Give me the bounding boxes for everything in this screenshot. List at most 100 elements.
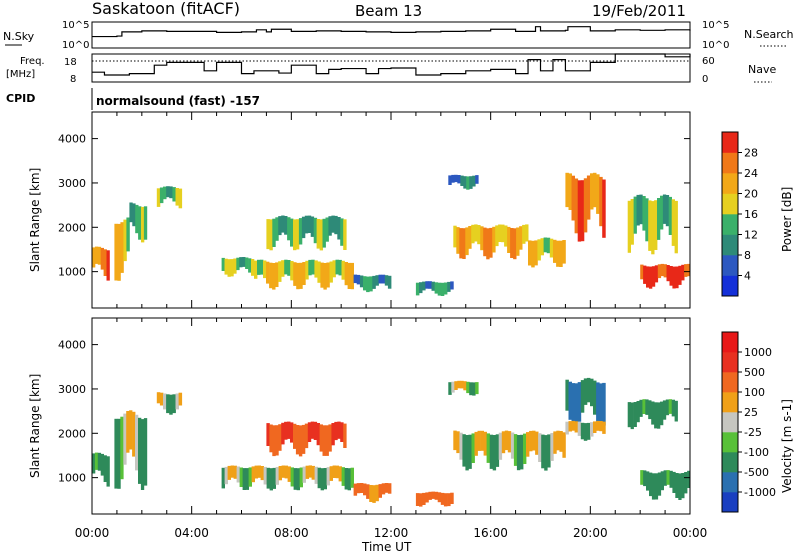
colorbar-tick-label: 100 <box>744 386 765 399</box>
heatmap-cell <box>472 175 476 187</box>
heatmap-cell <box>263 260 267 279</box>
heatmap-cell <box>498 224 502 242</box>
heatmap-cell <box>431 281 435 291</box>
colorbar-swatch <box>722 332 738 353</box>
heatmap-cell <box>263 466 267 485</box>
heatmap-cell <box>166 394 170 414</box>
heatmap-cell <box>278 466 282 481</box>
heatmap-cell <box>340 218 344 246</box>
heatmap-cell <box>272 425 276 457</box>
heatmap-cell <box>687 263 691 277</box>
heatmap-cell <box>562 432 566 458</box>
heatmap-cell <box>504 430 509 451</box>
heatmap-cell <box>359 275 364 288</box>
heatmap-cell <box>135 204 139 234</box>
heatmap-cell <box>586 422 591 440</box>
heatmap-cell <box>583 378 588 405</box>
nave-tick-top: 60 <box>702 56 715 67</box>
heatmap-cell <box>328 216 332 236</box>
heatmap-cell <box>654 402 658 429</box>
heatmap-cell <box>266 467 270 489</box>
heatmap-cell <box>299 467 303 488</box>
heatmap-cell <box>322 218 326 248</box>
heatmap-cell <box>681 264 685 281</box>
heatmap-cell <box>307 422 312 442</box>
heatmap-cell <box>341 260 345 280</box>
heatmap-cell <box>310 421 315 439</box>
heatmap-cell <box>316 423 320 446</box>
heatmap-cell <box>341 467 345 486</box>
heatmap-cell <box>657 198 661 240</box>
heatmap-cell <box>648 200 652 251</box>
colorbar-tick-label: 8 <box>744 249 751 262</box>
heatmap-cell <box>662 194 667 224</box>
heatmap-cell <box>344 468 348 490</box>
heatmap-cell <box>565 421 569 435</box>
heatmap-cell <box>477 430 481 451</box>
heatmap-cell <box>495 434 500 467</box>
heatmap-cell <box>114 223 118 281</box>
heatmap-cell <box>448 382 452 395</box>
heatmap-cell <box>666 470 670 485</box>
heatmap-cell <box>242 468 246 490</box>
heatmap-cell <box>363 276 367 291</box>
heatmap-cell <box>353 483 358 496</box>
heatmap-cell <box>562 240 566 264</box>
heatmap-cell <box>640 264 644 280</box>
colorbar-swatch <box>722 352 738 373</box>
colorbar-swatch <box>722 152 738 174</box>
heatmap-cell <box>329 466 333 481</box>
heatmap-cell <box>335 465 339 479</box>
heatmap-cell <box>140 419 145 490</box>
heatmap-cell <box>633 196 637 234</box>
heatmap-cell <box>675 266 679 289</box>
heatmap-cell <box>305 260 309 280</box>
heatmap-cell <box>295 425 300 455</box>
heatmap-cell <box>331 215 335 233</box>
heatmap-cell <box>415 493 420 506</box>
heatmap-cell <box>639 399 643 417</box>
x-tick-label: 00:00 <box>75 526 110 540</box>
heatmap-cell <box>275 425 279 456</box>
heatmap-cell <box>668 196 672 235</box>
heatmap-cell <box>281 465 285 478</box>
velocity-colorbar-label: Velocity [m s-1] <box>780 399 794 493</box>
heatmap-cell <box>117 418 121 489</box>
nsearch-tick-bottom: 10^0 <box>702 40 729 51</box>
heatmap-cell <box>451 381 455 393</box>
heatmap-cell <box>314 260 318 278</box>
heatmap-cell <box>434 491 439 500</box>
heatmap-cell <box>574 421 579 433</box>
heatmap-cell <box>387 483 392 494</box>
heatmap-cell <box>156 188 161 207</box>
heatmap-cell <box>272 467 276 489</box>
heatmap-cell <box>304 215 309 234</box>
heatmap-cell <box>651 266 656 287</box>
heatmap-cell <box>671 399 675 417</box>
heatmap-cell <box>320 468 324 491</box>
heatmap-cell <box>492 435 497 471</box>
heatmap-cell <box>301 216 306 239</box>
heatmap-cell <box>586 175 591 220</box>
heatmap-cell <box>233 258 237 274</box>
cpid-value: normalsound (fast) -157 <box>96 94 260 108</box>
heatmap-cell <box>453 430 457 451</box>
colorbar-swatch <box>722 173 738 194</box>
heatmap-cell <box>454 381 458 390</box>
colorbar-tick-label: -500 <box>744 466 769 479</box>
nsearch-tick-top: 10^5 <box>702 20 729 31</box>
heatmap-cell <box>326 467 330 486</box>
heatmap-cell <box>251 466 255 483</box>
heatmap-cell <box>534 240 538 266</box>
heatmap-cell <box>178 188 183 209</box>
x-tick-label: 12:00 <box>374 526 409 540</box>
heatmap-cell <box>565 172 569 208</box>
heatmap-cell <box>627 200 631 253</box>
velocity-y-axis-ticks: 1000 2000 3000 4000 <box>58 339 690 485</box>
heatmap-cell <box>599 176 603 227</box>
heatmap-cell <box>633 402 637 427</box>
heatmap-cell <box>287 421 291 439</box>
heatmap-cell <box>308 465 312 478</box>
heatmap-cell <box>687 470 691 488</box>
heatmap-cell <box>657 472 662 496</box>
